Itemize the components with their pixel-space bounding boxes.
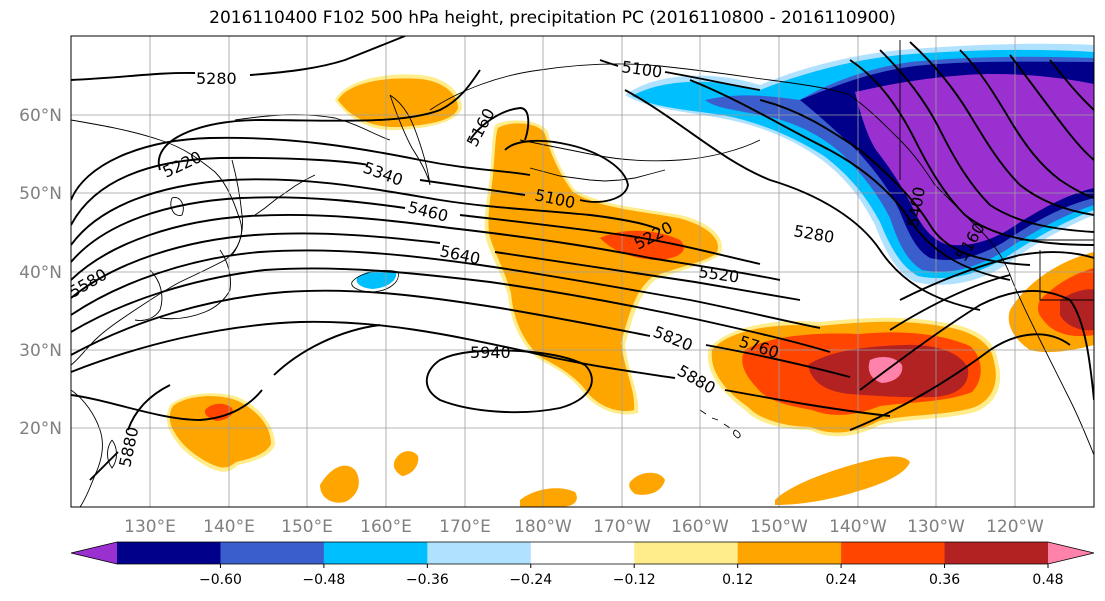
lon-label-150e: 150°E	[281, 517, 333, 537]
lat-label-60n: 60°N	[19, 106, 62, 126]
lon-label-170w: 170°W	[593, 517, 651, 537]
colorbar-outline	[70, 541, 1095, 565]
contour-label-5280a: 5280	[196, 69, 237, 88]
colorbar	[70, 541, 1095, 565]
map-title: 2016110400 F102 500 hPa height, precipit…	[209, 8, 896, 28]
lat-label-30n: 30°N	[19, 341, 62, 361]
colorbar-tick-label: −0.36	[406, 572, 449, 588]
latitude-labels: 60°N 50°N 40°N 30°N 20°N	[19, 106, 62, 439]
height-contours	[71, 36, 1094, 481]
lon-label-130e: 130°E	[124, 517, 176, 537]
lon-label-120w: 120°W	[986, 517, 1044, 537]
contour-label-5940: 5940	[470, 343, 511, 362]
colorbar-tick-labels: −0.60 −0.48 −0.36 −0.24 −0.12 0.12 0.24 0.36 0.4…	[199, 564, 1064, 588]
colorbar-segment	[841, 542, 946, 564]
colorbar-segment	[323, 542, 428, 564]
colorbar-tick-label: −0.48	[302, 572, 345, 588]
colorbar-tick-label: −0.60	[199, 572, 242, 588]
map-frame	[70, 35, 1095, 508]
lon-label-140e: 140°E	[203, 517, 255, 537]
lon-label-180w: 180°W	[514, 517, 572, 537]
colorbar-segment	[530, 542, 635, 564]
colorbar-segment	[427, 542, 532, 564]
lon-label-170e: 170°E	[439, 517, 491, 537]
colorbar-segment	[117, 542, 221, 564]
lon-label-160w: 160°W	[671, 517, 729, 537]
colorbar-segment	[737, 542, 842, 564]
colorbar-tick-label: 0.12	[722, 572, 753, 588]
colorbar-extend-high	[1048, 542, 1094, 564]
colorbar-extend-low	[71, 542, 117, 564]
lon-label-140w: 140°W	[829, 517, 887, 537]
colorbar-segment	[634, 542, 739, 564]
lon-label-160e: 160°E	[360, 517, 412, 537]
lat-label-40n: 40°N	[19, 263, 62, 283]
colorbar-segment	[944, 542, 1049, 564]
colorbar-tick-label: 0.48	[1032, 572, 1063, 588]
longitude-labels: 130°E 140°E 150°E 160°E 170°E 180°W 170°…	[124, 517, 1044, 537]
lon-label-130w: 130°W	[907, 517, 965, 537]
lat-label-50n: 50°N	[19, 184, 62, 204]
map-area: 5280 5100 5220 5340 5160 5100 5460 5220 …	[71, 36, 1094, 507]
colorbar-tick-label: 0.24	[826, 572, 857, 588]
colorbar-tick-label: −0.24	[509, 572, 552, 588]
colorbar-segment	[220, 542, 325, 564]
colorbar-tick-label: −0.12	[613, 572, 656, 588]
lon-label-150w: 150°W	[750, 517, 808, 537]
colorbar-tick-label: 0.36	[929, 572, 960, 588]
lat-label-20n: 20°N	[19, 419, 62, 439]
